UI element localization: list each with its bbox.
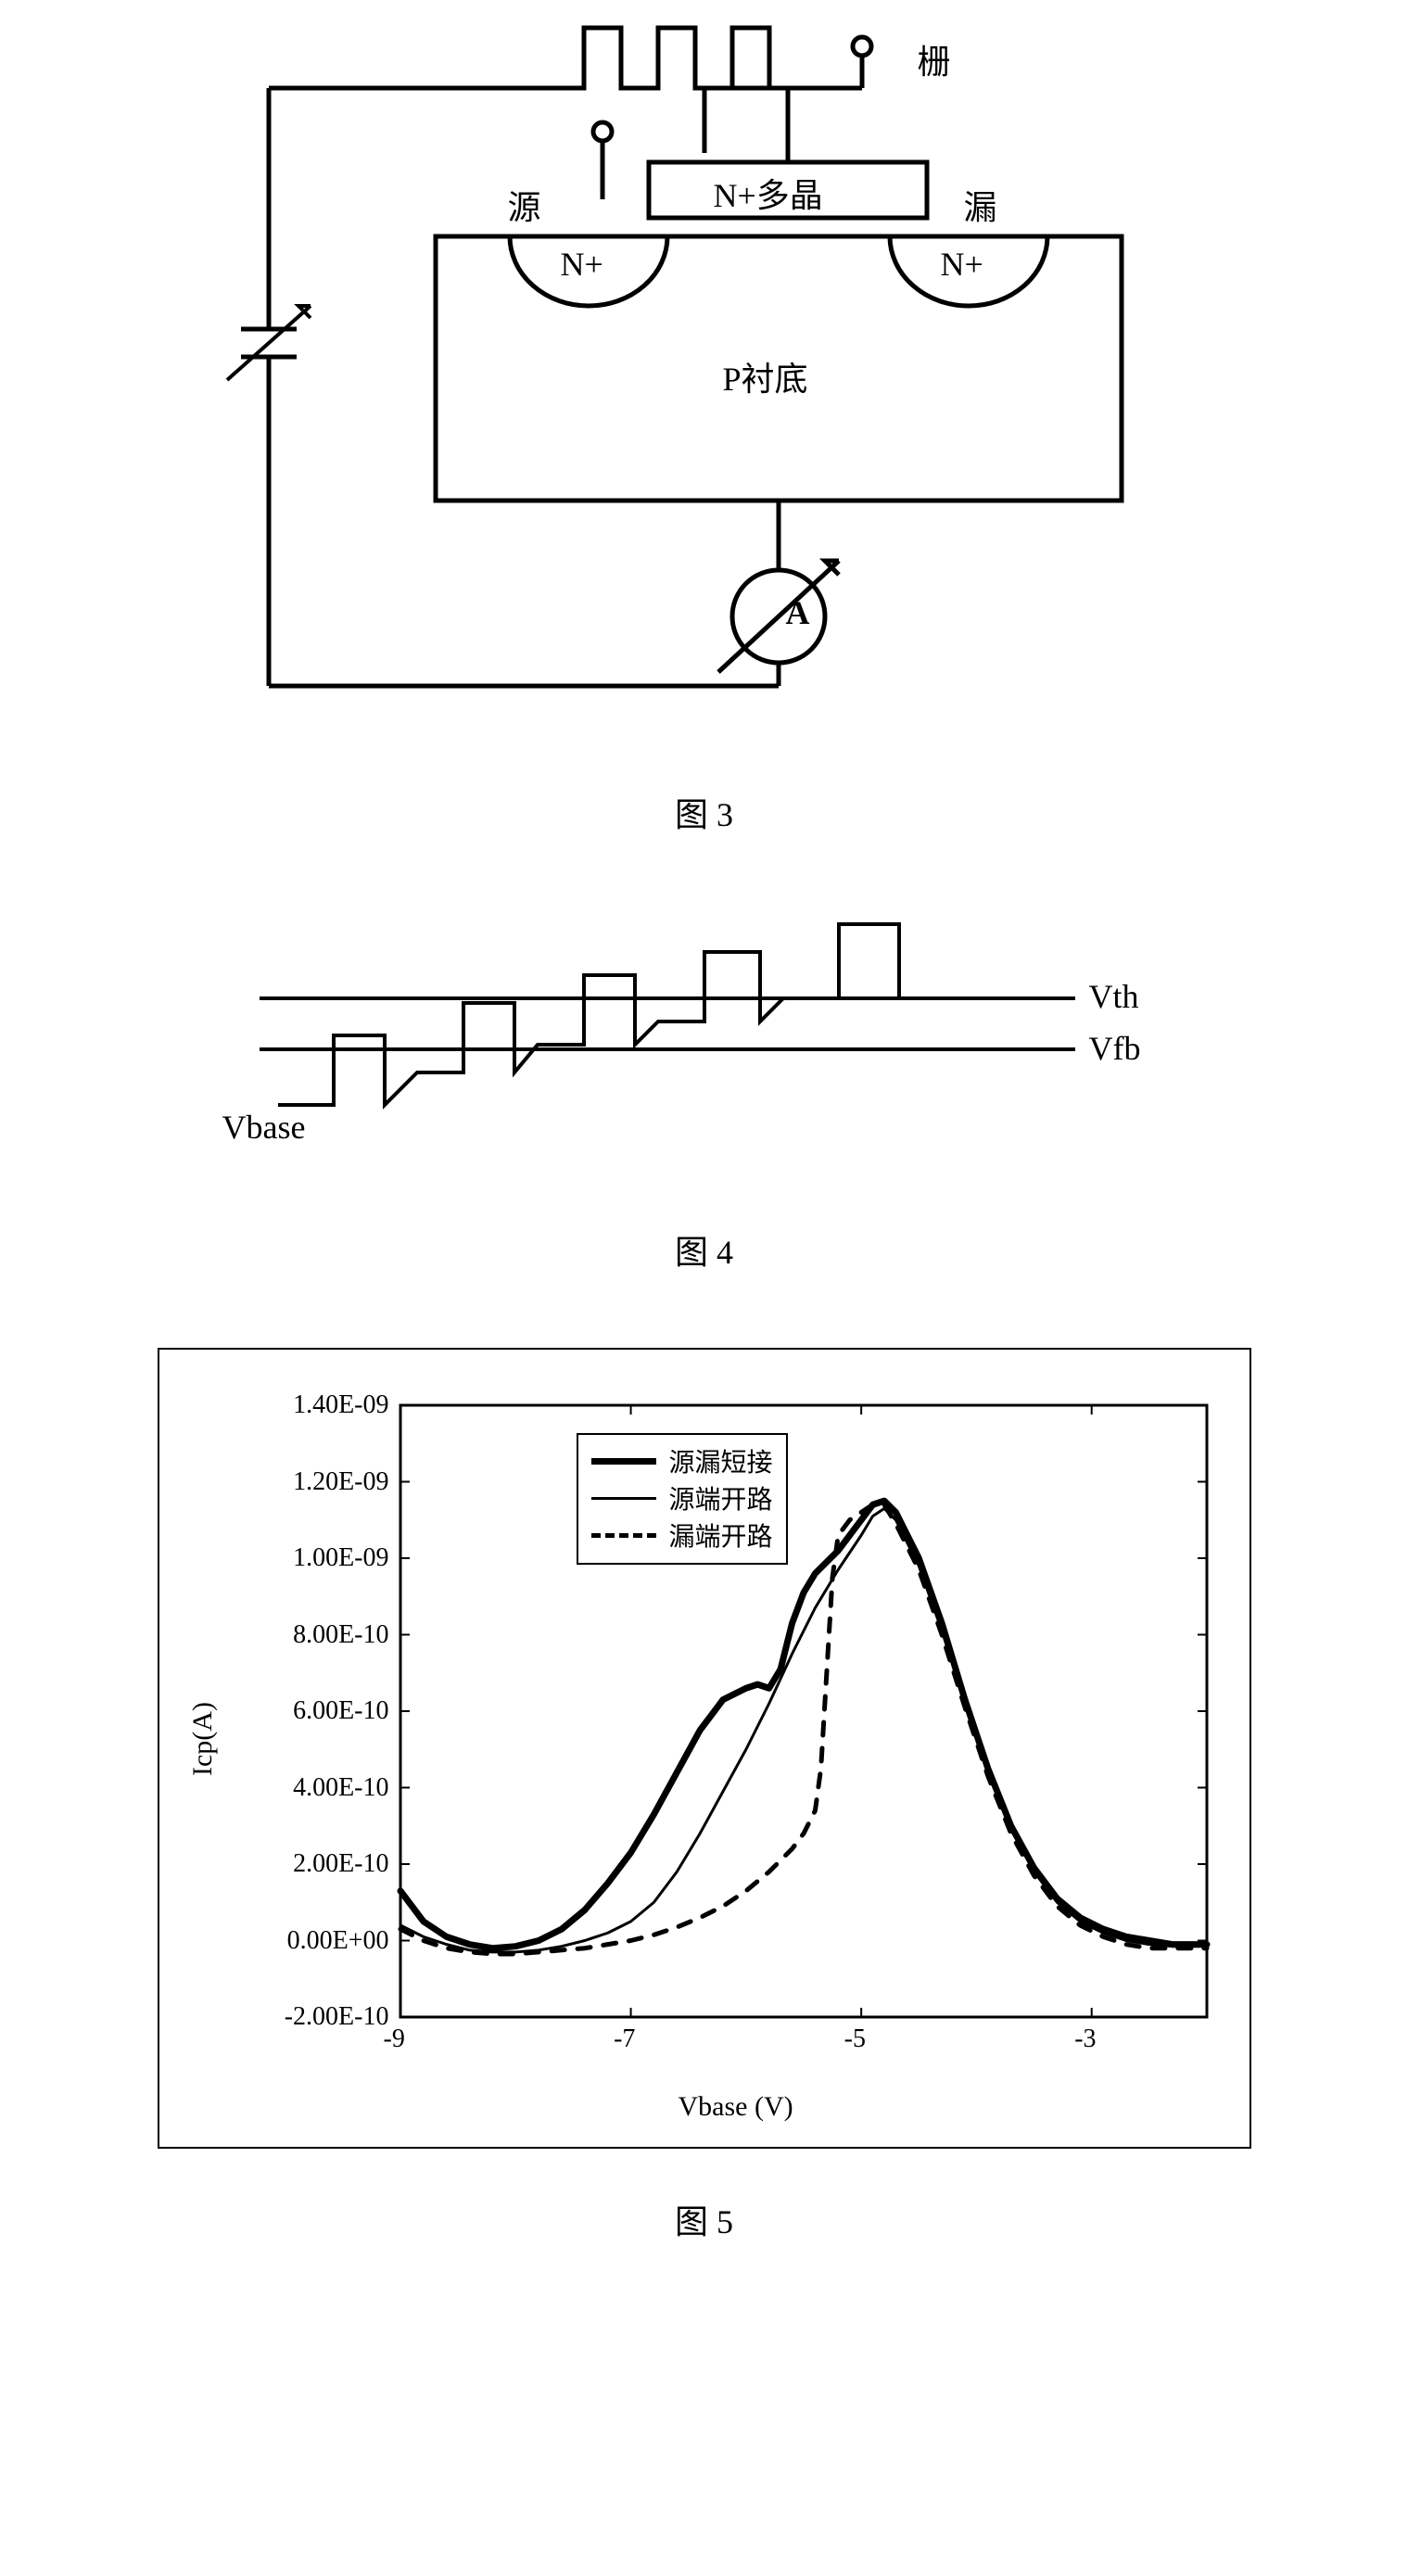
legend-line-icon [591, 1458, 656, 1465]
label-source: 源 [508, 181, 541, 229]
fig5-ytick: 6.00E-10 [232, 1696, 389, 1726]
figure-4: Vth Vfb Vbase 图 4 [148, 910, 1260, 1274]
fig5-ytick: 8.00E-10 [232, 1620, 389, 1650]
fig5-legend: 源漏短接源端开路漏端开路 [577, 1433, 788, 1565]
label-ammeter: A [786, 593, 810, 632]
fig3-diagram: 栅 源 漏 N+多晶 N+ N+ P衬底 A [195, 19, 1214, 779]
fig5-ytick: 1.20E-09 [232, 1467, 389, 1497]
label-poly: N+多晶 [714, 169, 823, 217]
fig5-xtick: -3 [1074, 2024, 1096, 2054]
figure-3: 栅 源 漏 N+多晶 N+ N+ P衬底 A 图 3 [148, 19, 1260, 836]
fig5-ytick: 2.00E-10 [232, 1849, 389, 1879]
legend-label: 源漏短接 [669, 1442, 773, 1479]
label-vfb: Vfb [1089, 1029, 1141, 1068]
fig5-legend-item: 源端开路 [591, 1479, 773, 1516]
fig5-xtick: -7 [614, 2024, 635, 2054]
legend-label: 源端开路 [669, 1479, 773, 1516]
fig4-caption: 图 4 [148, 1225, 1260, 1274]
fig4-diagram: Vth Vfb Vbase [195, 910, 1214, 1188]
label-substrate: P衬底 [723, 352, 808, 400]
fig5-xlabel: Vbase (V) [679, 2091, 793, 2123]
fig5-legend-item: 漏端开路 [591, 1516, 773, 1554]
label-drain: 漏 [964, 181, 997, 229]
fig5-chart: Icp(A) Vbase (V) 源漏短接源端开路漏端开路 -2.00E-10 0… [159, 1350, 1249, 2147]
legend-label: 漏端开路 [669, 1516, 773, 1554]
figure-5: Icp(A) Vbase (V) 源漏短接源端开路漏端开路 -2.00E-10 0… [148, 1348, 1260, 2243]
fig5-ytick: 1.00E-09 [232, 1543, 389, 1573]
fig5-caption: 图 5 [148, 2195, 1260, 2243]
label-nplus-l: N+ [561, 245, 603, 284]
label-vth: Vth [1089, 977, 1139, 1016]
fig5-ylabel: Icp(A) [187, 1702, 219, 1776]
fig3-caption: 图 3 [148, 788, 1260, 836]
fig5-ytick: 4.00E-10 [232, 1773, 389, 1803]
fig5-ytick: -2.00E-10 [232, 2002, 389, 2032]
legend-line-icon [591, 1533, 656, 1538]
fig5-legend-item: 源漏短接 [591, 1442, 773, 1479]
label-gate: 栅 [918, 35, 951, 83]
fig5-xtick: -9 [384, 2024, 405, 2054]
legend-line-icon [591, 1497, 656, 1500]
fig5-ytick: 1.40E-09 [232, 1390, 389, 1420]
fig5-ytick: 0.00E+00 [232, 1926, 389, 1956]
label-nplus-r: N+ [941, 245, 983, 284]
label-vbase: Vbase [222, 1108, 306, 1147]
fig5-outer-border: Icp(A) Vbase (V) 源漏短接源端开路漏端开路 -2.00E-10 0… [158, 1348, 1251, 2149]
fig5-xtick: -5 [844, 2024, 866, 2054]
